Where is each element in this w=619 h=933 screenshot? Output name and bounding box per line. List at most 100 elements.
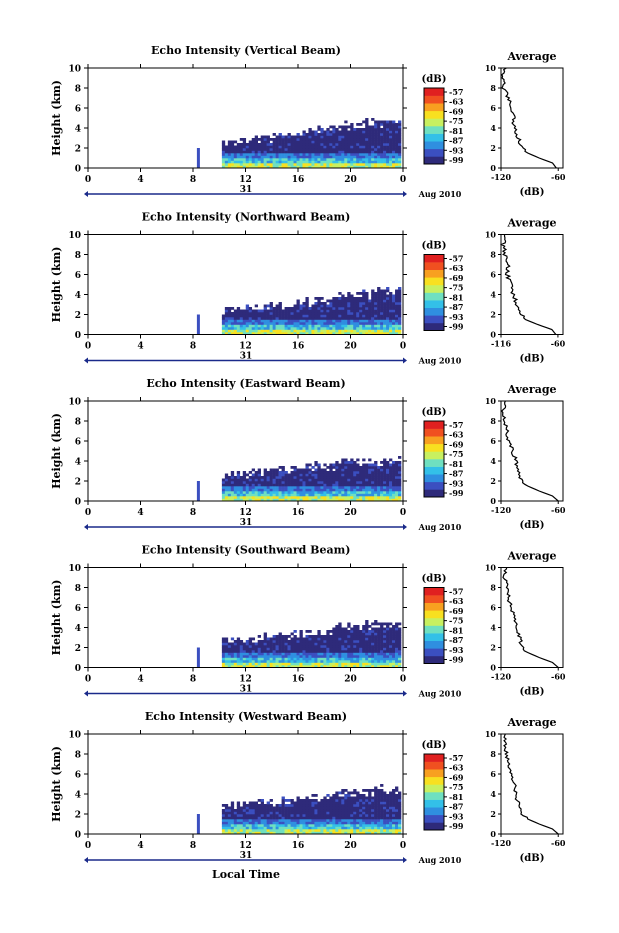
heatmap-cell <box>224 814 229 817</box>
heatmap-cell <box>359 138 363 141</box>
heatmap-cell <box>329 163 333 166</box>
heatmap-cell <box>221 324 226 328</box>
heatmap-cell <box>329 806 333 810</box>
heatmap-cell <box>305 652 309 656</box>
heatmap-cell <box>296 814 300 817</box>
heatmap-cell <box>275 143 279 146</box>
heatmap-cell <box>254 819 258 822</box>
heatmap-cell <box>239 493 244 497</box>
heatmap-cell <box>365 824 369 827</box>
heatmap-cell <box>371 826 375 830</box>
heatmap-cell <box>293 160 297 164</box>
heatmap-cell <box>389 794 393 797</box>
heatmap-cell <box>311 471 315 474</box>
heatmap-cell <box>269 665 273 668</box>
heatmap-cell <box>287 314 291 318</box>
colorbar-unit: (dB) <box>422 74 447 85</box>
heatmap-cell <box>233 829 238 832</box>
heatmap-cell <box>272 160 276 164</box>
heatmap-cell <box>251 493 256 497</box>
heatmap-cell <box>323 143 327 146</box>
heatmap-cell <box>272 481 276 484</box>
heatmap-cell <box>278 831 282 835</box>
heatmap-cell <box>359 811 363 815</box>
heatmap-cell <box>350 163 354 166</box>
heatmap-cell <box>275 662 279 666</box>
heatmap-cell <box>305 496 309 499</box>
heatmap-cell <box>350 468 354 472</box>
heatmap-cell <box>299 662 303 666</box>
heatmap-cell <box>359 801 363 805</box>
heatmap-cell <box>359 819 363 822</box>
heatmap-cell <box>371 133 375 136</box>
heatmap-cell <box>227 153 232 156</box>
heatmap-cell <box>365 299 369 303</box>
heatmap-cell <box>305 647 309 651</box>
heatmap-cell <box>242 483 247 487</box>
heatmap-cell <box>314 826 318 830</box>
heatmap-cell <box>296 650 300 653</box>
heatmap-cell <box>392 463 396 467</box>
heatmap-cell <box>338 158 342 161</box>
heatmap-cell <box>248 657 253 661</box>
heatmap-cell <box>353 461 357 464</box>
heatmap-cell <box>368 327 372 330</box>
heatmap-cell <box>365 118 369 121</box>
heatmap-cell <box>398 312 402 315</box>
heatmap-cell <box>293 304 297 308</box>
heatmap-cell <box>386 153 390 156</box>
heatmap-cell <box>386 662 390 666</box>
heatmap-cell <box>395 655 399 658</box>
heatmap-cell <box>398 332 402 335</box>
heatmap-cell <box>281 332 285 335</box>
heatmap-cell <box>329 831 333 835</box>
heatmap-cell <box>323 145 327 149</box>
heatmap-cell <box>347 806 351 810</box>
heatmap-cell <box>356 625 360 628</box>
heatmap-cell <box>395 491 399 494</box>
heatmap-cell <box>245 816 250 820</box>
heatmap-cell <box>296 491 300 494</box>
colorbar-frame <box>423 254 445 331</box>
colorbar-tick-label: -69 <box>449 439 464 449</box>
average-y-tick-label: 2 <box>490 643 496 653</box>
heatmap-cell <box>314 814 318 817</box>
heatmap-cell <box>398 665 402 668</box>
heatmap-cell <box>395 819 399 822</box>
heatmap-cell <box>332 627 336 631</box>
heatmap-cell <box>341 322 345 325</box>
heatmap-cell <box>377 304 381 308</box>
heatmap-cell <box>245 148 250 151</box>
heatmap-cell <box>284 324 288 328</box>
heatmap-cell <box>239 821 244 825</box>
heatmap-cell <box>392 816 396 820</box>
heatmap-cell <box>338 801 342 805</box>
heatmap-cell <box>356 806 360 810</box>
heatmap-cell <box>260 309 264 313</box>
heatmap-cell <box>196 814 200 834</box>
heatmap-cell <box>368 809 372 812</box>
heatmap-cell <box>362 801 366 805</box>
heatmap-cell <box>332 155 336 159</box>
heatmap-cell <box>254 324 258 328</box>
heatmap-cell <box>239 478 244 482</box>
heatmap-cell <box>269 657 273 661</box>
heatmap-cell <box>380 292 384 295</box>
heatmap-cell <box>305 468 309 472</box>
heatmap-cell <box>263 819 267 822</box>
heatmap-cell <box>344 809 348 812</box>
heatmap-cell <box>377 794 381 797</box>
heatmap-cell <box>242 140 247 144</box>
colorbar-segment <box>424 617 444 626</box>
heatmap-cell <box>254 662 258 666</box>
heatmap-cell <box>308 329 312 333</box>
heatmap-cell <box>317 329 321 333</box>
heatmap-cell <box>260 143 264 146</box>
heatmap-cell <box>326 645 330 648</box>
heatmap-cell <box>359 150 363 154</box>
heatmap-cell <box>281 471 285 474</box>
heatmap-cell <box>263 140 267 144</box>
y-tick-label: 8 <box>75 251 81 261</box>
heatmap-cell <box>362 642 366 646</box>
heatmap-cell <box>320 806 324 810</box>
